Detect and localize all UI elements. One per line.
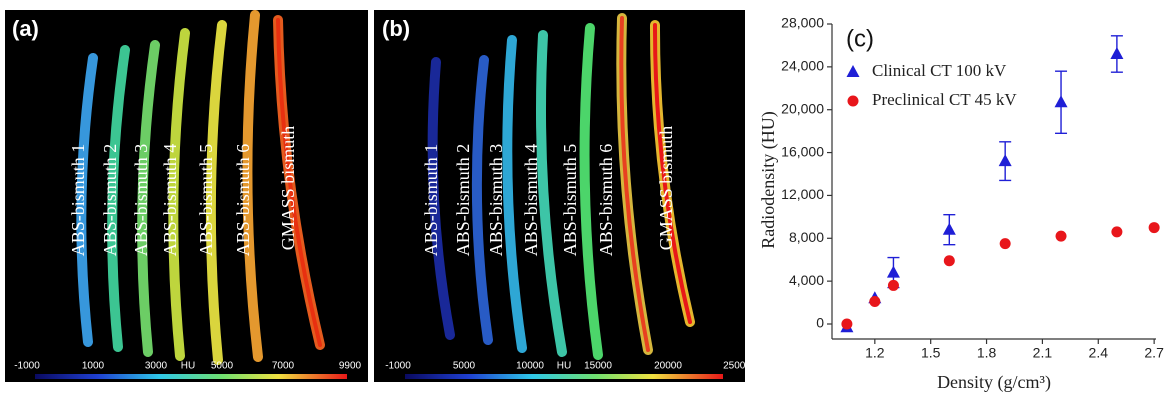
x-tick-label: 2.4 (1089, 345, 1109, 361)
y-tick-label: 8,000 (789, 229, 824, 245)
strip-label: ABS-bismuth 2 (100, 144, 120, 257)
point (944, 255, 955, 266)
strip-label: ABS-bismuth 3 (486, 144, 506, 257)
y-tick-label: 28,000 (781, 15, 824, 31)
colorbar-label: 25000 (723, 361, 751, 372)
strip-label: ABS-bismuth 4 (521, 144, 541, 257)
colorbar-label: 3000 (145, 361, 168, 372)
legend-label: Clinical CT 100 kV (872, 61, 1007, 80)
colorbar-label: 7000 (272, 361, 295, 372)
y-tick-label: 20,000 (781, 100, 824, 116)
y-axis-label: Radiodensity (HU) (758, 111, 779, 248)
strip-label: ABS-bismuth 4 (160, 144, 180, 257)
point (1111, 226, 1122, 237)
point (999, 154, 1012, 166)
legend-label: Preclinical CT 45 kV (872, 90, 1017, 109)
strip-label: ABS-bismuth 5 (196, 144, 216, 257)
strip-label: ABS-bismuth 5 (560, 144, 580, 257)
colorbar-label: 9900 (339, 361, 362, 372)
colorbar (35, 374, 347, 379)
colorbar-label: -1000 (14, 361, 40, 372)
strip-label: ABS-bismuth 3 (131, 144, 151, 257)
colorbar-label: 5000 (211, 361, 234, 372)
colorbar-label: 15000 (584, 361, 612, 372)
point (943, 223, 956, 235)
strip-label: ABS-bismuth 1 (68, 144, 88, 257)
point (1056, 231, 1067, 242)
legend-marker (847, 65, 860, 77)
point (888, 280, 899, 291)
colorbar-label: HU (181, 361, 195, 372)
x-tick-label: 1.2 (865, 345, 885, 361)
point (1149, 222, 1160, 233)
strip-label: ABS-bismuth 1 (421, 144, 441, 257)
strip-label: GMASS bismuth (656, 126, 676, 251)
strip-label: ABS-bismuth 6 (233, 144, 253, 257)
x-axis-label: Density (g/cm³) (937, 372, 1051, 393)
colorbar-label: 5000 (453, 361, 476, 372)
x-tick-label: 2.1 (1033, 345, 1053, 361)
figure: ABS-bismuth 1 ABS-bismuth 2 ABS-bismuth 3 A… (0, 0, 1166, 403)
colorbar-label: HU (557, 361, 571, 372)
y-tick-label: 0 (816, 315, 824, 331)
colorbar-label: -1000 (385, 361, 411, 372)
point (1000, 238, 1011, 249)
colorbar-label: 20000 (654, 361, 682, 372)
panel-label: (a) (12, 16, 39, 41)
colorbar-label: 1000 (82, 361, 105, 372)
page: {"panels": [ {"label": "(a)", "strips": … (0, 0, 1166, 403)
point (841, 319, 852, 330)
strip-label: ABS-bismuth 2 (453, 144, 473, 257)
point (869, 296, 880, 307)
point (1110, 47, 1123, 59)
y-tick-label: 16,000 (781, 143, 824, 159)
colorbar (405, 374, 723, 379)
point (1055, 95, 1068, 107)
panel-label: (b) (382, 16, 410, 41)
strip-label: GMASS bismuth (278, 126, 298, 251)
y-tick-label: 4,000 (789, 272, 824, 288)
y-tick-label: 12,000 (781, 186, 824, 202)
x-tick-label: 1.8 (977, 345, 997, 361)
panel-label: (c) (846, 25, 874, 52)
x-tick-label: 1.5 (921, 345, 941, 361)
strip-label: ABS-bismuth 6 (596, 144, 616, 257)
legend-marker (848, 96, 859, 107)
colorbar-label: 10000 (516, 361, 544, 372)
y-tick-label: 24,000 (781, 58, 824, 74)
x-tick-label: 2.7 (1144, 345, 1164, 361)
point (887, 266, 900, 278)
